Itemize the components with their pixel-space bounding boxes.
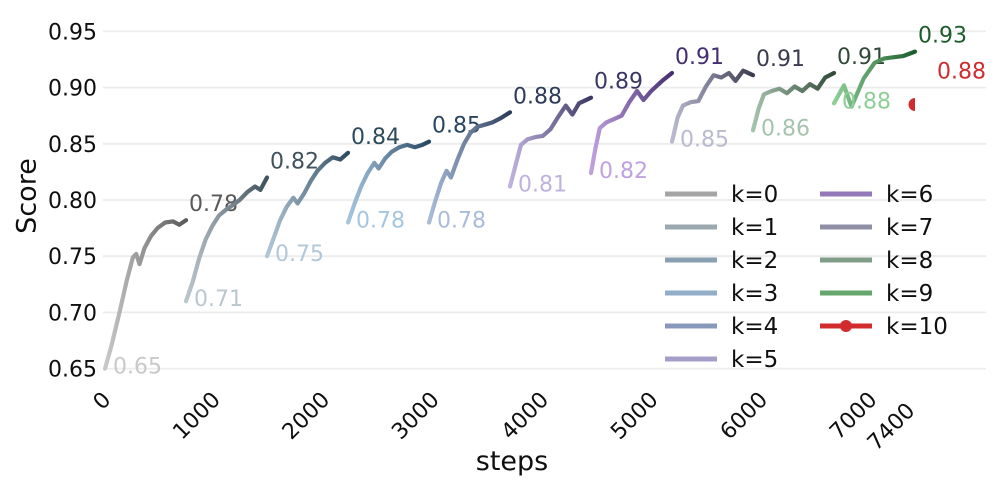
legend-label: k=1 [731,215,778,241]
series-start-label: 0.75 [275,242,324,267]
y-tick-label: 0.85 [48,133,97,158]
y-tick-label: 0.80 [48,189,97,214]
series-end-label: 0.84 [351,125,400,150]
legend-label: k=3 [731,281,778,307]
series-start-label: 0.71 [194,287,243,312]
legend-marker-dot [840,320,852,332]
x-tick-label: 5000 [606,388,663,445]
series-end-label: 0.88 [513,84,562,109]
legend-label: k=6 [886,182,933,208]
series-start-label: 0.88 [842,89,891,114]
series-end-label: 0.85 [432,114,481,139]
series-start-label: 0.78 [356,209,405,234]
y-tick-label: 0.70 [48,301,97,326]
series-end-label: 0.88 [937,60,986,85]
series-line-k5 [507,95,594,189]
series-line-k9 [831,49,918,109]
x-tick-label: 0 [89,388,117,416]
x-axis-title: steps [475,446,549,477]
legend-label: k=8 [886,248,933,274]
series-start-label: 0.65 [113,355,162,380]
series-line-k3 [345,139,432,225]
series-line-k6 [588,70,675,176]
series-line-k4 [426,110,513,225]
series-line-k2 [264,150,351,259]
series-line-k8 [750,70,837,133]
series-end-label: 0.91 [756,47,805,72]
legend-label: k=7 [886,215,933,241]
legend-label: k=0 [731,182,778,208]
x-tick-label: 4000 [497,388,554,445]
legend-label: k=2 [731,248,778,274]
y-axis-title: Score [11,158,43,234]
x-tick-label: 6000 [716,388,773,445]
k10-marker [908,98,915,111]
y-tick-label: 0.90 [48,77,97,102]
series-start-label: 0.86 [761,116,810,141]
x-tick-label: 2000 [278,388,335,445]
legend-label: k=10 [886,314,948,340]
x-tick-label: 1000 [168,388,225,445]
series-end-label: 0.82 [270,150,319,175]
series-start-label: 0.81 [518,173,567,198]
series-start-label: 0.82 [599,159,648,184]
y-tick-label: 0.75 [48,245,97,270]
series-end-label: 0.91 [675,45,724,70]
x-tick-label: 3000 [387,388,444,445]
series-line-k1 [183,175,270,304]
legend-label: k=5 [731,347,778,373]
series-start-label: 0.85 [680,128,729,153]
legend-label: k=9 [886,281,933,307]
series-line-k7 [669,68,756,144]
legend-label: k=4 [731,314,778,340]
series-start-label: 0.78 [437,209,486,234]
series-line-k0 [102,218,189,371]
series-end-label: 0.91 [837,45,886,70]
y-tick-label: 0.65 [48,358,97,383]
y-tick-label: 0.95 [48,20,97,45]
series-end-label: 0.93 [918,24,967,49]
